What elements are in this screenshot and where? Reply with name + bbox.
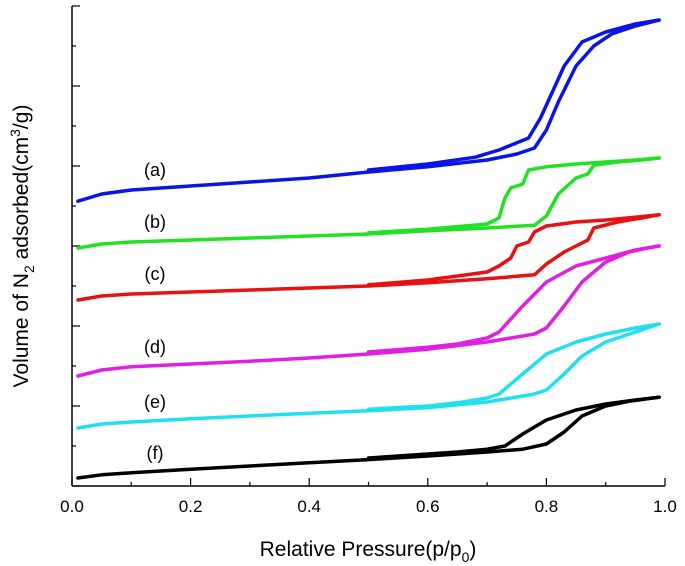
series-group	[76, 18, 661, 480]
x-ticks: 0.0 0.2 0.4 0.6 0.8 1.0	[60, 478, 677, 516]
series-b	[76, 156, 661, 250]
x-tick-label: 0.8	[535, 497, 559, 516]
series-a	[76, 18, 661, 203]
series-c-desorption-line	[366, 213, 661, 287]
series-f	[76, 395, 661, 480]
series-f-desorption-line	[366, 395, 661, 460]
series-d-desorption-line	[366, 244, 661, 354]
y-axis-title: Volume of N2 adsorbed(cm3/g)	[7, 105, 37, 388]
x-axis-title: Relative Pressure(p/p0)	[260, 538, 477, 565]
series-labels: (a) (b) (c) (d) (e) (f)	[144, 160, 166, 463]
y-ticks	[72, 5, 80, 487]
x-tick-label: 0.0	[60, 497, 84, 516]
x-tick-label: 0.6	[416, 497, 440, 516]
series-a-adsorption-line	[76, 18, 661, 203]
series-b-desorption-line	[366, 156, 661, 235]
x-tick-label: 1.0	[653, 497, 677, 516]
series-c-adsorption-line	[76, 213, 661, 302]
x-tick-label: 0.4	[297, 497, 321, 516]
series-e	[76, 322, 661, 430]
series-label-b: (b)	[144, 212, 166, 232]
series-e-adsorption-line	[76, 322, 661, 430]
series-e-desorption-line	[366, 322, 661, 411]
series-label-c: (c)	[145, 264, 166, 284]
series-label-f: (f)	[147, 443, 164, 463]
series-label-d: (d)	[144, 337, 166, 357]
series-d-adsorption-line	[76, 244, 661, 378]
series-b-adsorption-line	[76, 156, 661, 250]
series-d	[76, 244, 661, 378]
series-label-e: (e)	[144, 392, 166, 412]
series-c	[76, 213, 661, 302]
series-a-desorption-line	[366, 18, 661, 172]
x-tick-label: 0.2	[179, 497, 203, 516]
series-label-a: (a)	[144, 160, 166, 180]
